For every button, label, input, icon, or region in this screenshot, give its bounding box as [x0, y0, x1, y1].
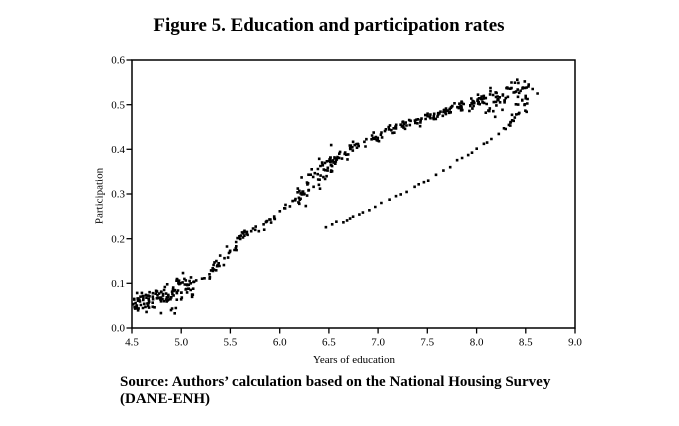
svg-text:6.0: 6.0 — [273, 337, 287, 349]
svg-text:0.1: 0.1 — [111, 278, 125, 290]
svg-text:4.5: 4.5 — [125, 337, 139, 349]
svg-text:7.5: 7.5 — [420, 337, 434, 349]
svg-text:0.5: 0.5 — [111, 99, 125, 111]
svg-text:0.4: 0.4 — [111, 144, 125, 156]
svg-text:8.0: 8.0 — [470, 337, 484, 349]
svg-text:5.5: 5.5 — [224, 337, 238, 349]
svg-text:5.0: 5.0 — [174, 337, 188, 349]
svg-text:0.3: 0.3 — [111, 189, 125, 201]
svg-text:0.6: 0.6 — [111, 55, 125, 67]
svg-text:9.0: 9.0 — [568, 337, 582, 349]
svg-text:0.2: 0.2 — [111, 233, 125, 245]
svg-text:0.0: 0.0 — [111, 323, 125, 335]
svg-text:Participation: Participation — [94, 167, 106, 224]
svg-text:7.0: 7.0 — [371, 337, 385, 349]
svg-text:Years of education: Years of education — [313, 354, 395, 366]
svg-text:6.5: 6.5 — [322, 337, 336, 349]
svg-text:8.5: 8.5 — [519, 337, 533, 349]
